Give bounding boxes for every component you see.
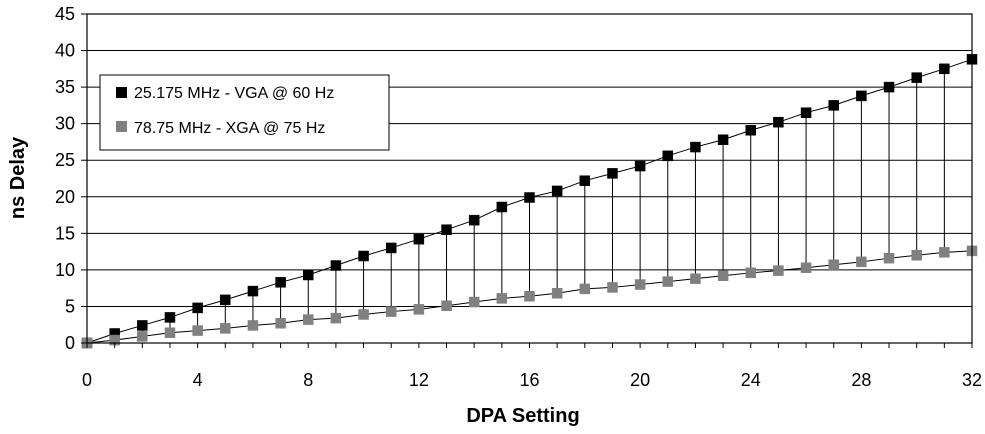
data-point-series-1 [911, 72, 922, 83]
data-point-series-1 [413, 233, 425, 245]
data-point-series-2 [579, 283, 591, 295]
x-axis-title: DPA Setting [466, 405, 579, 427]
data-point-series-1 [358, 250, 369, 262]
data-point-series-2 [883, 252, 895, 264]
series-layer [81, 54, 978, 349]
data-point-series-2 [413, 304, 425, 315]
data-point-series-1 [828, 100, 839, 111]
x-tick-label: 32 [962, 370, 982, 390]
data-point-series-1 [247, 285, 259, 297]
data-point-series-1 [717, 134, 729, 146]
data-point-series-2 [634, 279, 646, 290]
data-point-series-1 [496, 201, 508, 213]
y-tick-label: 35 [55, 77, 75, 97]
data-point-series-2 [690, 273, 701, 284]
data-point-series-2 [137, 331, 148, 342]
data-point-series-1 [800, 107, 812, 118]
data-point-series-2 [220, 323, 231, 334]
data-point-series-1 [662, 150, 674, 162]
legend-box [99, 74, 390, 151]
data-point-series-1 [607, 168, 618, 179]
data-point-series-2 [468, 296, 480, 308]
x-tick-label: 8 [303, 370, 313, 390]
legend-marker-xga [116, 121, 127, 132]
y-tick-label: 15 [55, 223, 75, 243]
data-point-series-2 [358, 309, 369, 320]
data-point-series-2 [247, 320, 259, 331]
data-point-series-2 [828, 259, 839, 271]
data-point-series-2 [524, 290, 535, 302]
data-point-series-1 [856, 90, 867, 102]
data-point-series-2 [164, 327, 176, 339]
data-point-series-2 [607, 282, 618, 293]
data-point-series-1 [468, 214, 480, 226]
data-point-series-1 [137, 320, 148, 331]
data-point-series-1 [385, 242, 397, 254]
data-point-series-1 [551, 185, 563, 197]
legend-marker-vga [116, 87, 127, 98]
data-point-series-1 [524, 192, 535, 203]
y-tick-label: 45 [55, 4, 75, 24]
x-tick-label: 16 [519, 370, 539, 390]
data-point-series-2 [192, 325, 203, 336]
y-tick-label: 5 [65, 296, 75, 316]
data-point-series-1 [579, 175, 591, 186]
x-tick-label: 24 [741, 370, 761, 390]
data-point-series-1 [634, 160, 646, 172]
tick-labels: 0 5 10 15 20 25 30 35 40 45 0 4 8 12 16 20 24 28 32 [55, 4, 982, 390]
data-point-series-2 [385, 306, 397, 317]
legend: 25.175 MHz - VGA @ 60 Hz 78.75 MHz - XGA… [99, 74, 390, 151]
data-point-series-1 [164, 312, 176, 323]
legend-label-vga: 25.175 MHz - VGA @ 60 Hz [134, 85, 334, 102]
x-tick-label: 12 [409, 370, 429, 390]
data-point-series-2 [303, 314, 314, 325]
y-tick-label: 0 [65, 333, 75, 353]
y-axis-title: ns Delay [7, 136, 29, 219]
y-tick-label: 20 [55, 187, 75, 207]
y-tick-label: 40 [55, 41, 75, 61]
data-point-series-1 [330, 260, 342, 271]
data-point-series-2 [800, 262, 812, 273]
data-point-series-1 [939, 63, 950, 75]
data-point-series-1 [275, 277, 286, 288]
data-point-series-2 [717, 270, 729, 281]
data-point-series-2 [911, 250, 922, 261]
data-point-series-2 [856, 256, 867, 268]
data-point-series-1 [220, 294, 231, 306]
y-tick-label: 30 [55, 114, 75, 134]
data-point-series-1 [441, 224, 452, 235]
data-point-series-1 [192, 302, 203, 314]
data-point-series-2 [745, 267, 756, 279]
data-point-series-2 [662, 276, 674, 287]
data-point-series-2 [441, 300, 452, 311]
data-point-series-2 [330, 312, 342, 324]
data-point-series-2 [551, 288, 563, 299]
data-point-series-1 [773, 116, 784, 128]
data-point-series-2 [496, 293, 508, 304]
y-tick-label: 10 [55, 260, 75, 280]
legend-label-xga: 78.75 MHz - XGA @ 75 Hz [134, 120, 325, 137]
x-tick-label: 28 [851, 370, 871, 390]
x-tick-label: 0 [82, 370, 92, 390]
data-point-series-2 [773, 265, 784, 276]
data-point-series-1 [303, 269, 314, 281]
x-tick-label: 20 [630, 370, 650, 390]
data-point-series-1 [883, 81, 895, 93]
y-tick-label: 25 [55, 150, 75, 170]
data-point-series-2 [275, 318, 286, 329]
data-point-series-1 [745, 124, 756, 136]
data-point-series-2 [939, 247, 950, 258]
data-point-series-1 [690, 141, 701, 153]
x-tick-label: 4 [193, 370, 203, 390]
axes [81, 13, 973, 348]
